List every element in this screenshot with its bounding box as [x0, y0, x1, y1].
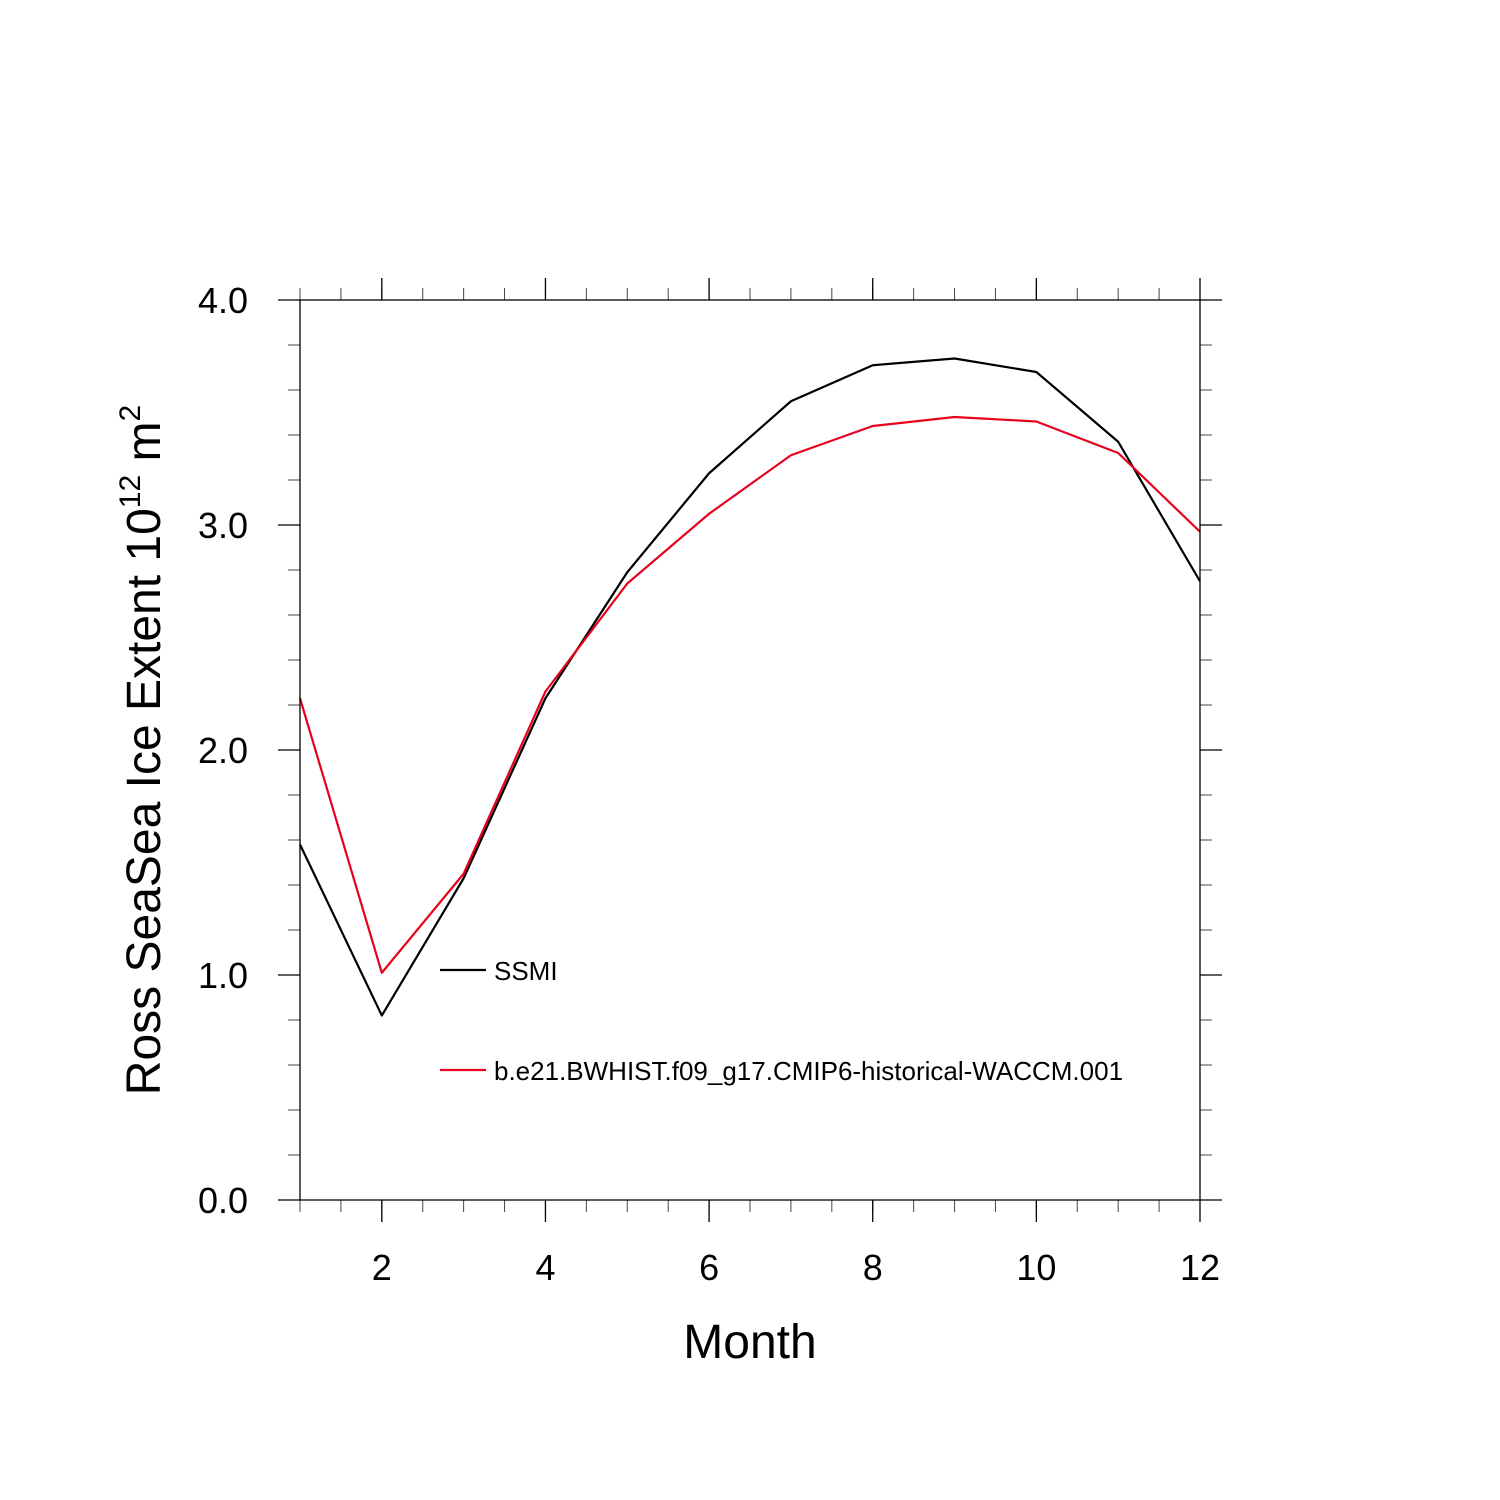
- plot-frame: [299, 299, 1201, 1201]
- y-axis-title-exponent: 12: [114, 475, 147, 508]
- y-axis-title-main: Ross SeaSea Ice Extent 10: [118, 508, 171, 1095]
- series-layer: [298, 357, 1201, 1017]
- y-axis-title-unit-exponent: 2: [114, 405, 147, 422]
- y-tick-label: 4.0: [198, 280, 248, 321]
- x-tick-label: 8: [863, 1247, 883, 1288]
- y-axis-title: Ross SeaSea Ice Extent 1012 m2: [114, 405, 171, 1095]
- x-axis-title: Month: [683, 1316, 816, 1369]
- x-tick-label: 12: [1180, 1247, 1220, 1288]
- tick-labels: 2 4 6 8 10 12 0.0 1.0 2.0 3.0 4.0: [198, 280, 1220, 1288]
- series-line-2: [298, 415, 1201, 974]
- x-tick-label: 4: [535, 1247, 555, 1288]
- y-tick-label: 1.0: [198, 955, 248, 996]
- y-tick-label: 2.0: [198, 730, 248, 771]
- x-tick-label: 2: [372, 1247, 392, 1288]
- y-tick-label: 0.0: [198, 1180, 248, 1221]
- y-tick-label: 3.0: [198, 505, 248, 546]
- y-axis-title-unit: m: [118, 421, 171, 474]
- x-tick-label: 6: [699, 1247, 719, 1288]
- legend: SSMI b.e21.BWHIST.f09_g17.CMIP6-historica…: [440, 956, 1123, 1086]
- x-tick-label: 10: [1016, 1247, 1056, 1288]
- series-line-1: [299, 357, 1201, 1017]
- legend-label-1: SSMI: [494, 956, 558, 986]
- legend-label-2: b.e21.BWHIST.f09_g17.CMIP6-historical-WA…: [494, 1056, 1123, 1086]
- major-ticks: [278, 278, 1222, 1222]
